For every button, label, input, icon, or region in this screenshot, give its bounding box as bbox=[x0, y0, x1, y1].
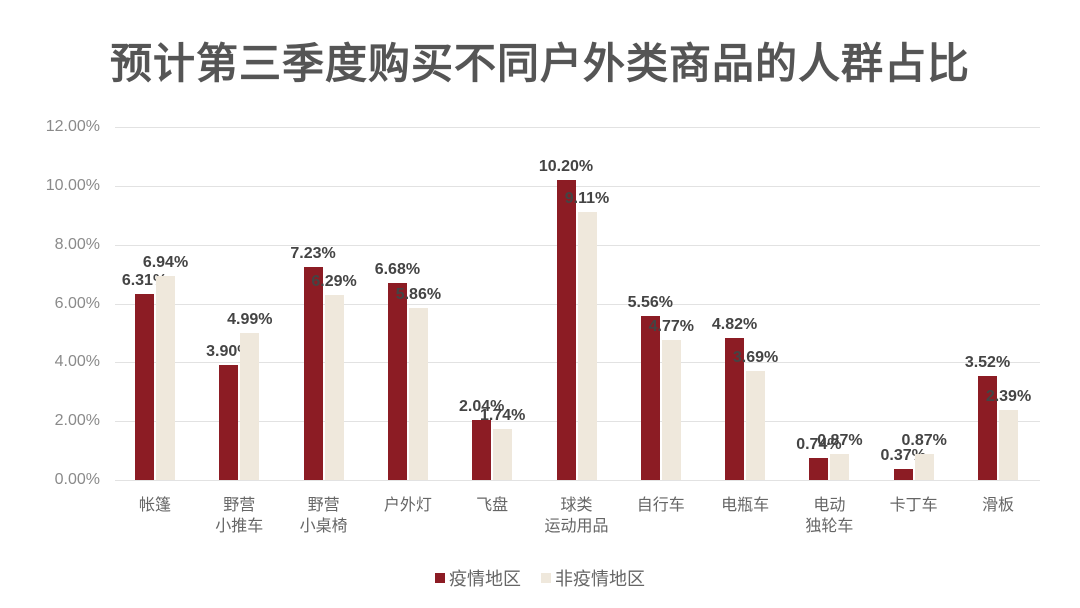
bar-non-epidemic[interactable] bbox=[408, 307, 428, 480]
legend-item-non-epidemic: 非疫情地区 bbox=[541, 565, 645, 591]
y-axis-tick-label: 2.00% bbox=[54, 412, 100, 430]
legend-swatch-non-epidemic bbox=[541, 573, 551, 583]
data-label: 6.29% bbox=[311, 272, 357, 290]
data-label: 9.11% bbox=[564, 190, 610, 207]
x-axis-category-label: 自行车 bbox=[636, 495, 685, 514]
x-axis-category-label: 野营 小桌椅 bbox=[299, 495, 348, 535]
legend-label-epidemic: 疫情地区 bbox=[449, 569, 521, 590]
data-label: 4.82% bbox=[711, 316, 758, 334]
bar-non-epidemic[interactable] bbox=[999, 409, 1018, 480]
data-label: 0.37% bbox=[880, 447, 926, 465]
x-axis-category-label: 滑板 bbox=[981, 495, 1014, 514]
bar-epidemic[interactable] bbox=[809, 458, 829, 480]
data-label: 2.04% bbox=[459, 397, 505, 415]
bar-epidemic[interactable] bbox=[556, 179, 576, 480]
gridline bbox=[115, 186, 1040, 187]
bar-epidemic[interactable] bbox=[893, 469, 913, 480]
gridline bbox=[115, 480, 1040, 481]
y-axis-tick-label: 10.00% bbox=[45, 176, 100, 194]
y-axis-tick-label: 6.00% bbox=[54, 294, 100, 312]
bar-non-epidemic[interactable] bbox=[240, 333, 260, 480]
data-label: 0.87% bbox=[901, 432, 947, 450]
bar-non-epidemic[interactable] bbox=[661, 339, 681, 480]
y-axis-tick-label: 12.00% bbox=[45, 118, 100, 135]
chart-legend: 疫情地区 非疫情地区 bbox=[0, 565, 1080, 591]
data-label: 4.77% bbox=[648, 317, 694, 335]
bar-epidemic[interactable] bbox=[725, 338, 745, 480]
data-label: 0.87% bbox=[817, 432, 863, 450]
data-label: 3.69% bbox=[732, 349, 779, 367]
x-axis-category-label: 户外灯 bbox=[383, 495, 432, 514]
bar-non-epidemic[interactable] bbox=[914, 454, 934, 480]
x-axis-category-label: 电动 独轮车 bbox=[805, 495, 854, 535]
x-axis-category-label: 飞盘 bbox=[476, 495, 509, 514]
data-label: 6.31% bbox=[121, 272, 168, 290]
chart-title: 预计第三季度购买不同户外类商品的人群占比 bbox=[109, 39, 970, 88]
data-label: 2.39% bbox=[985, 387, 1032, 405]
y-axis-tick-label: 0.00% bbox=[54, 471, 100, 488]
bar-epidemic[interactable] bbox=[472, 419, 492, 480]
bar-epidemic[interactable] bbox=[135, 294, 154, 480]
bar-non-epidemic[interactable] bbox=[156, 275, 175, 480]
x-axis-category-label: 球类 运动用品 bbox=[544, 495, 609, 535]
data-label: 3.52% bbox=[964, 354, 1011, 372]
legend-swatch-epidemic bbox=[435, 573, 445, 583]
bar-epidemic[interactable] bbox=[303, 267, 323, 480]
data-label: 5.86% bbox=[395, 285, 442, 303]
data-label: 6.68% bbox=[374, 261, 421, 279]
legend-label-non-epidemic: 非疫情地区 bbox=[555, 569, 645, 590]
bar-non-epidemic[interactable] bbox=[746, 371, 766, 480]
bar-epidemic[interactable] bbox=[640, 316, 660, 480]
data-label: 0.74% bbox=[796, 436, 842, 454]
data-label: 3.90% bbox=[206, 343, 252, 361]
gridline bbox=[115, 127, 1040, 128]
data-label: 10.20% bbox=[538, 157, 594, 175]
bar-non-epidemic[interactable] bbox=[324, 294, 344, 480]
x-axis-category-label: 帐篷 bbox=[138, 495, 171, 514]
bar-epidemic[interactable] bbox=[219, 365, 239, 480]
data-label: 6.94% bbox=[142, 253, 189, 271]
data-label: 5.56% bbox=[627, 294, 673, 312]
y-axis-tick-label: 4.00% bbox=[54, 353, 100, 371]
bar-non-epidemic[interactable] bbox=[830, 454, 850, 480]
x-axis-category-label: 电瓶车 bbox=[721, 495, 770, 514]
y-axis-tick-label: 8.00% bbox=[54, 235, 100, 253]
legend-item-epidemic: 疫情地区 bbox=[435, 565, 521, 591]
data-label: 1.74% bbox=[480, 406, 526, 424]
bar-epidemic[interactable] bbox=[978, 376, 997, 480]
bar-non-epidemic[interactable] bbox=[577, 212, 597, 480]
x-axis-category-label: 野营 小推车 bbox=[215, 495, 264, 535]
data-label: 4.99% bbox=[227, 311, 273, 329]
data-label: 7.23% bbox=[290, 245, 336, 263]
x-axis-category-label: 卡丁车 bbox=[889, 495, 938, 514]
bar-epidemic[interactable] bbox=[387, 283, 407, 480]
bar-non-epidemic[interactable] bbox=[493, 428, 513, 480]
